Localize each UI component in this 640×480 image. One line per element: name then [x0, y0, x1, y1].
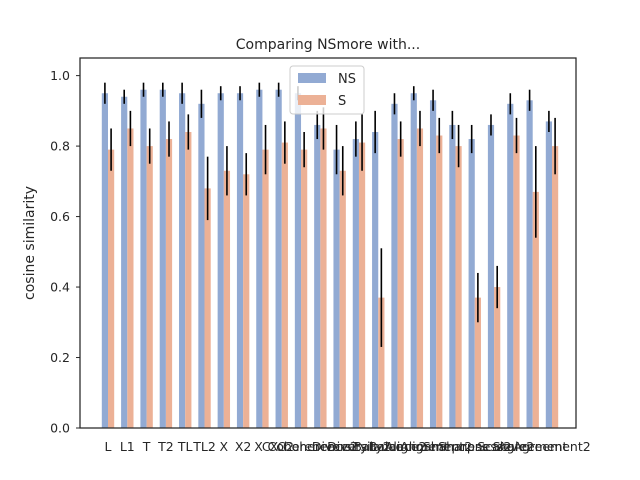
bar-ns-22 [526, 100, 533, 428]
bar-ns-0 [101, 93, 108, 429]
bar-s-21 [513, 135, 520, 428]
x-tick-label-7: X2 [235, 439, 252, 454]
bar-s-11 [320, 128, 327, 429]
bar-ns-14 [372, 132, 379, 428]
bar-ns-1 [121, 96, 128, 428]
y-axis-label: cosine similarity [22, 186, 38, 300]
bar-s-0 [108, 149, 115, 428]
bar-s-3 [165, 139, 173, 429]
bar-s-12 [339, 170, 346, 428]
bar-s-5 [204, 188, 211, 428]
bar-ns-19 [468, 139, 475, 429]
x-tick-label-22: Agreement [498, 439, 568, 454]
x-tick-label-14: Balance [353, 439, 403, 454]
bar-ns-3 [159, 89, 166, 429]
bar-ns-6 [217, 93, 224, 429]
bar-s-4 [185, 132, 192, 428]
bar-ns-8 [256, 89, 263, 429]
x-tick-label-0: L [105, 439, 112, 454]
bar-s-6 [223, 170, 231, 428]
x-tick-label-21: Scale2 [493, 439, 535, 454]
bar-ns-18 [449, 124, 456, 428]
bar-ns-23 [545, 121, 552, 429]
x-tick-label-4: TL [177, 439, 193, 454]
y-axis: 0.0 0.2 0.4 0.6 0.8 1.0 [50, 68, 80, 436]
bar-s-16 [416, 128, 424, 429]
bar-ns-5 [198, 103, 205, 428]
x-axis: L L1 T T2 TL TL2 X X2 XCXC2CoherenceCoherence2Di… [105, 439, 591, 454]
x-tick-label-17: Alignment2 [400, 439, 472, 454]
chart-title: Comparing NSmore with... [236, 37, 420, 53]
x-tick-label-20: Scale [477, 439, 511, 454]
bar-ns-9 [275, 89, 282, 429]
bar-s-18 [455, 146, 462, 428]
bar-s-8 [262, 149, 269, 428]
bars-layer [101, 89, 559, 429]
x-tick-label-11: Coherence2 [283, 439, 358, 454]
bar-s-10 [301, 149, 308, 428]
bar-s-22 [532, 191, 539, 428]
y-tick-label-5: 1.0 [50, 68, 70, 83]
bar-s-15 [397, 139, 404, 429]
y-tick-label-0: 0.0 [50, 421, 70, 436]
x-tick-label-3: T2 [157, 439, 174, 454]
bar-s-14 [378, 297, 385, 428]
bar-ns-16 [410, 93, 417, 429]
bar-s-2 [146, 146, 153, 428]
bar-ns-13 [352, 139, 359, 429]
bar-s-19 [474, 297, 481, 428]
bar-ns-7 [236, 93, 244, 429]
bar-ns-21 [507, 103, 514, 428]
bar-ns-11 [314, 124, 321, 428]
legend-swatch-ns [298, 73, 326, 83]
x-tick-label-9: XC2 [270, 439, 294, 454]
legend-label-s: S [338, 94, 346, 109]
y-tick-label-1: 0.2 [50, 350, 70, 365]
legend-swatch-s [298, 95, 326, 105]
x-tick-label-6: X [220, 439, 229, 454]
y-tick-label-2: 0.4 [50, 280, 70, 295]
bar-s-23 [552, 146, 559, 428]
x-tick-label-12: Diversity [312, 439, 368, 454]
x-tick-label-23: Agreement2 [513, 439, 590, 454]
x-tick-label-13: Diversity2 [327, 439, 391, 454]
bar-s-1 [127, 128, 134, 429]
bar-ns-10 [294, 93, 302, 429]
legend: NS S [289, 65, 365, 115]
y-tick-label-3: 0.6 [50, 209, 70, 224]
x-tick-label-19: Sharpness2 [438, 439, 511, 454]
bar-s-17 [436, 135, 443, 428]
y-tick-label-4: 0.8 [50, 139, 70, 154]
x-tick-label-18: Sharpness [423, 439, 488, 454]
bar-s-20 [494, 287, 501, 428]
x-tick-label-8: XC [254, 439, 271, 454]
x-tick-label-15: Balance2 [369, 439, 427, 454]
plot-frame [79, 57, 577, 429]
x-tick-label-5: TL2 [192, 439, 216, 454]
bar-ns-20 [487, 124, 495, 428]
x-tick-label-2: T [142, 439, 151, 454]
bar-ns-12 [333, 149, 340, 428]
bar-ns-17 [429, 100, 437, 428]
error-bars-layer [104, 82, 556, 347]
bar-s-9 [281, 142, 288, 428]
bar-ns-15 [391, 103, 398, 428]
legend-label-ns: NS [338, 72, 356, 87]
bar-ns-2 [140, 89, 147, 429]
bar-ns-4 [179, 93, 186, 429]
x-tick-label-10: Coherence [268, 439, 335, 454]
bar-s-7 [243, 174, 250, 428]
x-tick-label-1: L1 [120, 439, 135, 454]
bar-s-13 [358, 142, 366, 428]
x-tick-label-16: Alignment [385, 439, 449, 454]
